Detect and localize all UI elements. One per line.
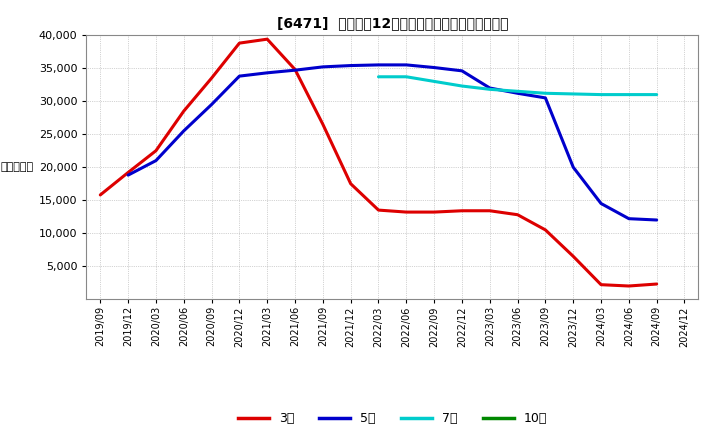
Title: [6471]  経常利益12か月移動合計の標準偏差の推移: [6471] 経常利益12か月移動合計の標準偏差の推移	[276, 16, 508, 30]
Legend: 3年, 5年, 7年, 10年: 3年, 5年, 7年, 10年	[233, 407, 552, 430]
Y-axis label: （百万円）: （百万円）	[0, 162, 33, 172]
